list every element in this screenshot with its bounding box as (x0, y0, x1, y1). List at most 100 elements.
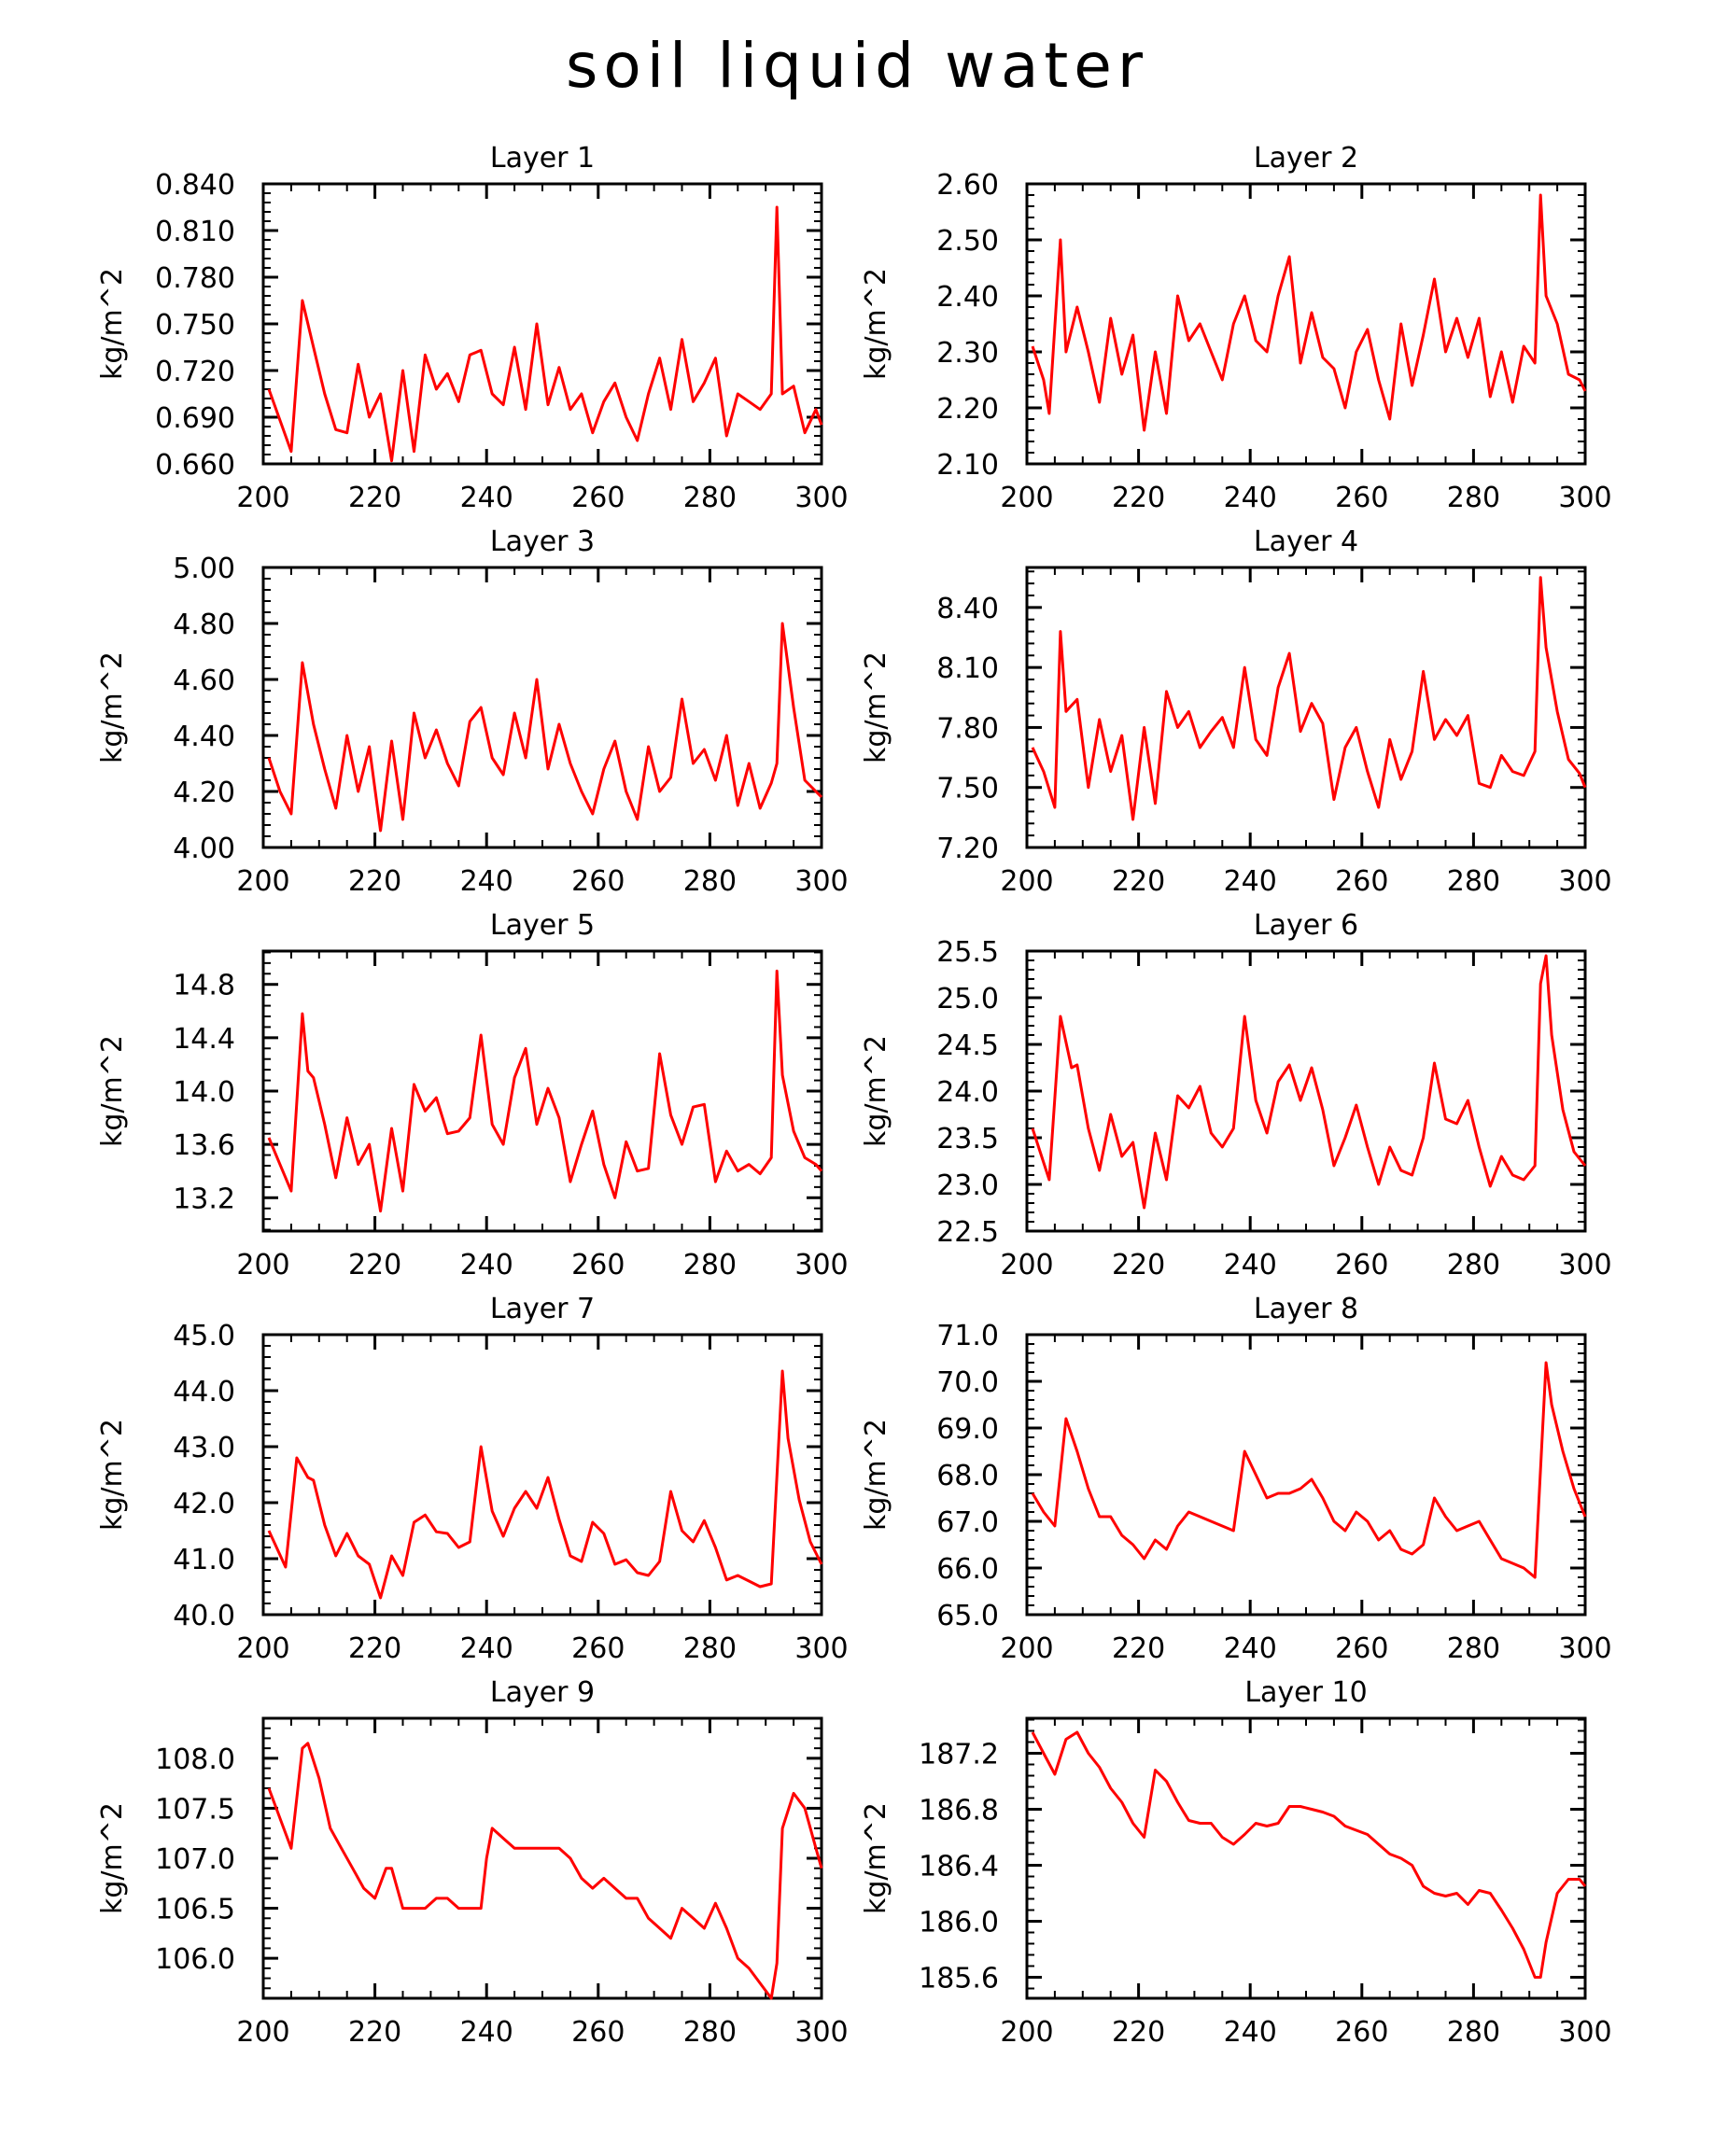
series-line (267, 622, 823, 833)
x-tick-label: 220 (1112, 1632, 1165, 1665)
y-tick-label: 2.40 (936, 281, 999, 314)
y-tick-label: 42.0 (173, 1488, 235, 1520)
y-tick-label: 14.8 (173, 970, 235, 1002)
x-tick-label: 200 (1000, 2016, 1053, 2049)
x-tick-label: 200 (1000, 1632, 1053, 1665)
y-tick-label: 40.0 (173, 1600, 235, 1632)
x-tick-label: 300 (794, 2016, 848, 2049)
y-tick-label: 8.10 (936, 652, 999, 685)
plot-frame (1025, 566, 1587, 849)
series-line (267, 1742, 823, 2000)
x-tick-label: 300 (1558, 1632, 1611, 1665)
y-tick-label: 106.5 (155, 1894, 235, 1926)
x-tick-label: 240 (460, 2016, 513, 2049)
x-tick-label: 260 (1335, 482, 1388, 514)
y-tick-label: 0.690 (155, 402, 235, 435)
y-axis-label: kg/m^2 (96, 1419, 129, 1531)
y-tick-label: 108.0 (155, 1743, 235, 1776)
y-tick-label: 69.0 (936, 1413, 999, 1446)
y-tick-label: 7.80 (936, 712, 999, 745)
x-tick-label: 240 (1224, 1632, 1277, 1665)
series-line (267, 969, 823, 1213)
x-tick-label: 200 (236, 2016, 289, 2049)
panel-title: Layer 3 (490, 525, 595, 558)
y-tick-label: 107.0 (155, 1843, 235, 1876)
panel-layer-6: Layer 6 kg/m^2 200 220 240 260 280 300 22.5 23.0 2… (860, 909, 1612, 1281)
y-axis-label: kg/m^2 (860, 1802, 892, 1914)
plot-frame (1025, 1333, 1587, 1617)
x-tick-label: 240 (460, 482, 513, 514)
panel-title: Layer 10 (1244, 1676, 1367, 1709)
y-tick-label: 186.4 (919, 1851, 999, 1883)
panel-layer-9: Layer 9 kg/m^2 200 220 240 260 280 300 106.0 106.… (96, 1676, 849, 2049)
x-tick-label: 260 (571, 865, 625, 898)
x-tick-label: 220 (348, 2016, 401, 2049)
series-line (1031, 1361, 1587, 1579)
y-tick-label: 2.30 (936, 337, 999, 370)
panel-layer-8: Layer 8 kg/m^2 200 220 240 260 280 300 65.0 66.0 6… (860, 1293, 1612, 1665)
y-tick-label: 23.0 (936, 1169, 999, 1202)
x-tick-label: 300 (794, 1632, 848, 1665)
x-tick-label: 260 (1335, 1249, 1388, 1281)
series-line (267, 205, 823, 463)
x-tick-label: 300 (794, 1249, 848, 1281)
x-tick-label: 200 (1000, 482, 1053, 514)
x-tick-label: 200 (1000, 865, 1053, 898)
y-tick-label: 44.0 (173, 1376, 235, 1408)
plot-frame (261, 182, 823, 466)
y-tick-label: 107.5 (155, 1793, 235, 1826)
y-tick-label: 2.50 (936, 225, 999, 258)
y-tick-label: 65.0 (936, 1600, 999, 1632)
series-line (1031, 954, 1587, 1210)
y-tick-label: 0.720 (155, 356, 235, 388)
x-tick-label: 220 (1112, 482, 1165, 514)
y-tick-label: 41.0 (173, 1544, 235, 1576)
y-axis-label: kg/m^2 (860, 651, 892, 763)
y-tick-label: 7.50 (936, 773, 999, 805)
x-tick-label: 280 (1447, 1632, 1500, 1665)
y-tick-label: 186.8 (919, 1795, 999, 1827)
chart-title: soil liquid water (565, 30, 1149, 102)
panel-layer-2: Layer 2 kg/m^2 200 220 240 260 280 300 2.10 2.20 2… (860, 142, 1612, 514)
y-axis-label: kg/m^2 (860, 268, 892, 380)
x-tick-label: 280 (1447, 1249, 1500, 1281)
y-tick-label: 4.60 (173, 665, 235, 697)
y-tick-label: 0.780 (155, 262, 235, 295)
y-tick-label: 25.5 (936, 936, 999, 969)
x-tick-label: 240 (1224, 2016, 1277, 2049)
panel-layer-1: Layer 1 kg/m^2 200 220 240 260 280 300 0.660 0.69… (96, 142, 849, 514)
panel-title: Layer 8 (1254, 1293, 1358, 1325)
y-axis-label: kg/m^2 (860, 1419, 892, 1531)
panel-title: Layer 2 (1254, 142, 1358, 175)
x-tick-label: 300 (1558, 482, 1611, 514)
panel-layer-4: Layer 4 kg/m^2 200 220 240 260 280 300 7.20 7.50 7… (860, 525, 1612, 898)
x-tick-label: 280 (683, 865, 737, 898)
y-axis-label: kg/m^2 (96, 268, 129, 380)
x-tick-label: 220 (348, 1249, 401, 1281)
y-tick-label: 23.5 (936, 1123, 999, 1155)
panel-title: Layer 5 (490, 909, 595, 942)
y-tick-label: 5.00 (173, 553, 235, 585)
y-tick-label: 0.840 (155, 169, 235, 202)
y-tick-label: 67.0 (936, 1506, 999, 1539)
y-axis-label: kg/m^2 (860, 1035, 892, 1147)
x-tick-label: 220 (348, 865, 401, 898)
y-tick-label: 7.20 (936, 833, 999, 865)
y-axis-label: kg/m^2 (96, 1035, 129, 1147)
x-tick-label: 280 (1447, 482, 1500, 514)
panel-title: Layer 7 (490, 1293, 595, 1325)
x-tick-label: 220 (348, 482, 401, 514)
x-tick-label: 220 (348, 1632, 401, 1665)
x-tick-label: 220 (1112, 1249, 1165, 1281)
y-tick-label: 43.0 (173, 1432, 235, 1464)
panel-title: Layer 6 (1254, 909, 1358, 942)
x-tick-label: 300 (1558, 2016, 1611, 2049)
x-tick-label: 220 (1112, 2016, 1165, 2049)
y-tick-label: 25.0 (936, 983, 999, 1015)
y-tick-label: 66.0 (936, 1553, 999, 1586)
plot-frame (1025, 1716, 1587, 2000)
x-tick-label: 220 (1112, 865, 1165, 898)
y-tick-label: 0.810 (155, 216, 235, 248)
x-tick-label: 240 (460, 865, 513, 898)
